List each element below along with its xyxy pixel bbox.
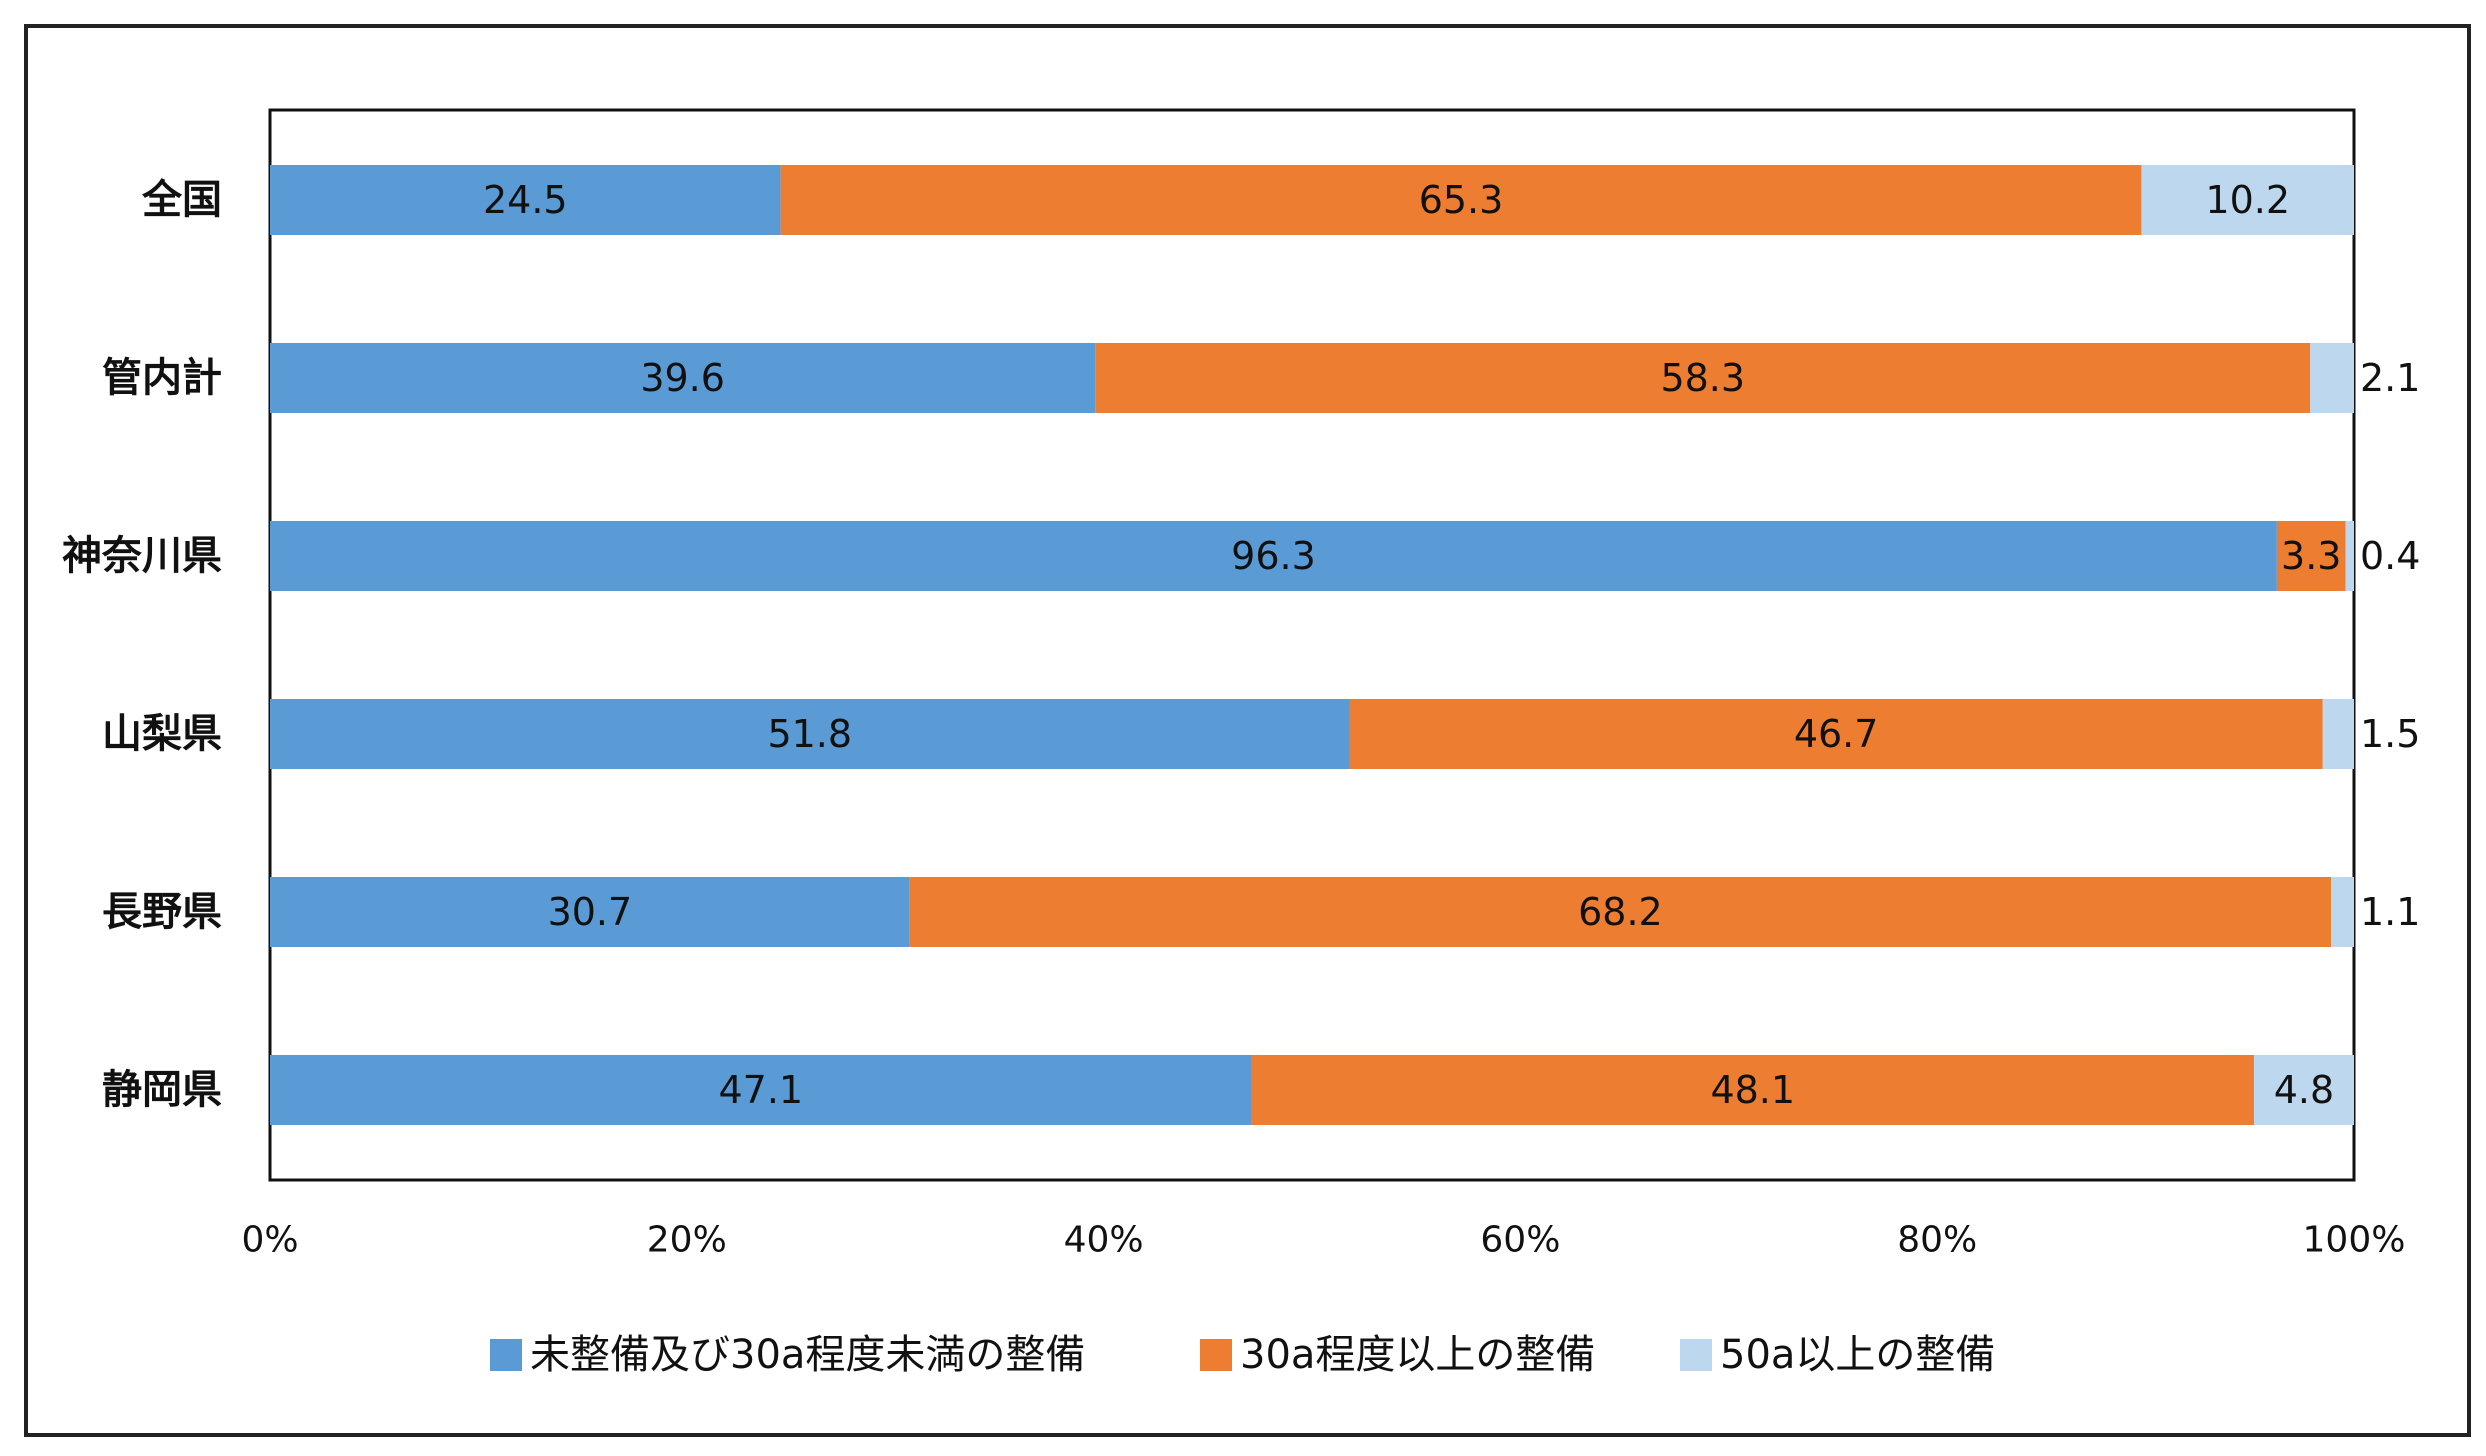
bar-segment-series-2[interactable] <box>909 877 2332 947</box>
data-label: 2.1 <box>2360 356 2420 400</box>
bar-segment-series-1[interactable] <box>270 699 1350 769</box>
bar-segment-series-2[interactable] <box>1095 343 2311 413</box>
bar-segment-series-2[interactable] <box>780 165 2142 235</box>
category-label: 管内計 <box>102 355 222 401</box>
x-tick-label: 100% <box>2303 1220 2406 1261</box>
bar-segment-series-1[interactable] <box>270 521 2277 591</box>
data-label: 30.7 <box>548 890 633 934</box>
data-label: 47.1 <box>718 1068 803 1112</box>
legend-swatch[interactable] <box>1200 1339 1232 1371</box>
bar-segment-series-3[interactable] <box>2322 699 2354 769</box>
bar-segment-series-2[interactable] <box>1349 699 2323 769</box>
legend-label[interactable]: 未整備及び30a程度未満の整備 <box>530 1332 1085 1378</box>
category-label: 長野県 <box>102 889 222 935</box>
legend-swatch[interactable] <box>1680 1339 1712 1371</box>
data-label: 1.5 <box>2360 712 2420 756</box>
bar-segment-series-3[interactable] <box>2331 877 2354 947</box>
bar-segment-series-1[interactable] <box>270 1055 1252 1125</box>
bar-segment-series-1[interactable] <box>270 877 910 947</box>
data-label: 4.8 <box>2274 1068 2334 1112</box>
bar-segment-series-1[interactable] <box>270 343 1096 413</box>
data-label: 10.2 <box>2205 178 2290 222</box>
bar-segment-series-2[interactable] <box>2276 521 2346 591</box>
data-label: 65.3 <box>1419 178 1504 222</box>
data-label: 68.2 <box>1578 890 1663 934</box>
bar-segment-series-3[interactable] <box>2253 1055 2354 1125</box>
data-label: 3.3 <box>2281 534 2341 578</box>
data-label: 0.4 <box>2360 534 2420 578</box>
data-label: 24.5 <box>483 178 568 222</box>
legend-label[interactable]: 30a程度以上の整備 <box>1240 1332 1595 1378</box>
category-label: 山梨県 <box>102 711 222 757</box>
category-label: 神奈川県 <box>62 533 222 579</box>
data-label: 58.3 <box>1660 356 1745 400</box>
x-tick-label: 40% <box>1064 1220 1144 1261</box>
x-tick-label: 80% <box>1897 1220 1977 1261</box>
x-tick-label: 20% <box>647 1220 727 1261</box>
chart-frame <box>24 24 2471 1437</box>
bar-segment-series-3[interactable] <box>2141 165 2354 235</box>
data-label: 51.8 <box>767 712 852 756</box>
bar-segment-series-3[interactable] <box>2310 343 2354 413</box>
bar-segment-series-2[interactable] <box>1251 1055 2254 1125</box>
plot-area <box>268 108 2356 1182</box>
category-label: 全国 <box>141 177 222 223</box>
x-tick-label: 60% <box>1480 1220 1560 1261</box>
bar-segment-series-3[interactable] <box>2345 521 2354 591</box>
data-label: 39.6 <box>640 356 725 400</box>
data-label: 46.7 <box>1794 712 1879 756</box>
category-label: 静岡県 <box>102 1067 222 1113</box>
x-tick-label: 0% <box>241 1220 298 1261</box>
data-label: 1.1 <box>2360 890 2420 934</box>
data-label: 48.1 <box>1710 1068 1795 1112</box>
legend-label[interactable]: 50a以上の整備 <box>1720 1332 1995 1378</box>
bar-segment-series-1[interactable] <box>270 165 781 235</box>
legend-swatch[interactable] <box>490 1339 522 1371</box>
data-label: 96.3 <box>1231 534 1316 578</box>
